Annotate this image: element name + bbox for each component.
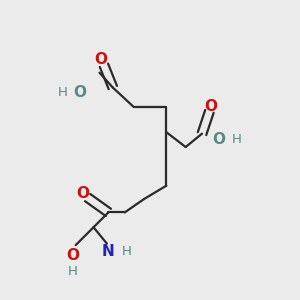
- Text: H: H: [57, 85, 67, 98]
- Text: O: O: [94, 52, 107, 67]
- Text: N: N: [102, 244, 115, 259]
- Text: O: O: [66, 248, 79, 263]
- Text: O: O: [76, 186, 90, 201]
- Text: H: H: [121, 244, 131, 258]
- Text: O: O: [74, 85, 87, 100]
- Text: H: H: [231, 133, 241, 146]
- Text: O: O: [212, 132, 225, 147]
- Text: H: H: [68, 266, 78, 278]
- Text: O: O: [204, 99, 218, 114]
